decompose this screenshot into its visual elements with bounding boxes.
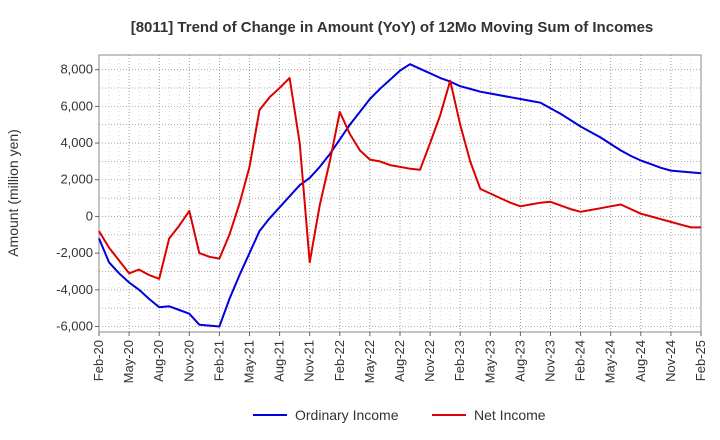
x-tick-label: Feb-23 <box>452 340 467 381</box>
x-tick-label: Aug-22 <box>392 340 407 382</box>
series-lines <box>98 63 702 328</box>
x-tick-label: Nov-21 <box>302 340 317 382</box>
x-tick-label: May-22 <box>362 340 377 383</box>
x-axis-ticks: Feb-20 May-20 Aug-20 Nov-20 Feb-21 May-21 Aug-… <box>91 332 708 383</box>
legend-label-net-income: Net Income <box>474 407 546 423</box>
x-tick-label: Feb-22 <box>332 340 347 381</box>
y-tick-label: -2,000 <box>56 245 93 260</box>
legend-label-ordinary-income: Ordinary Income <box>295 407 399 423</box>
x-tick-label: May-21 <box>242 340 257 383</box>
x-tick-label: May-20 <box>121 340 136 383</box>
y-tick-label: 0 <box>86 208 93 223</box>
chart-title: [8011] Trend of Change in Amount (YoY) o… <box>131 19 654 36</box>
y-tick-label: 8,000 <box>60 62 93 77</box>
x-tick-label: Aug-21 <box>272 340 287 382</box>
legend: Ordinary Income Net Income <box>253 407 546 423</box>
x-tick-label: Feb-20 <box>91 340 106 381</box>
series-line-net-income <box>98 76 701 280</box>
x-tick-label: Aug-20 <box>151 340 166 382</box>
x-tick-label: Nov-24 <box>663 340 678 382</box>
y-tick-label: 2,000 <box>60 172 93 187</box>
y-axis-label: Amount (million yen) <box>5 129 21 257</box>
y-tick-label: 6,000 <box>60 98 93 113</box>
y-tick-label: 4,000 <box>60 135 93 150</box>
x-tick-label: Feb-25 <box>693 340 708 381</box>
x-tick-label: Feb-21 <box>211 340 226 381</box>
x-tick-label: Aug-23 <box>512 340 527 382</box>
x-tick-label: Nov-22 <box>422 340 437 382</box>
y-axis-ticks: 8,000 6,000 4,000 2,000 0 -2,000 -4,000 -6,000 <box>56 62 99 333</box>
x-tick-label: Nov-23 <box>543 340 558 382</box>
series-line-ordinary-income <box>98 63 702 328</box>
x-tick-label: Nov-20 <box>181 340 196 382</box>
y-tick-label: -6,000 <box>56 318 93 333</box>
x-tick-label: Feb-24 <box>573 340 588 381</box>
x-tick-label: May-24 <box>603 340 618 383</box>
x-tick-label: May-23 <box>482 340 497 383</box>
y-tick-label: -4,000 <box>56 282 93 297</box>
x-tick-label: Aug-24 <box>633 340 648 382</box>
